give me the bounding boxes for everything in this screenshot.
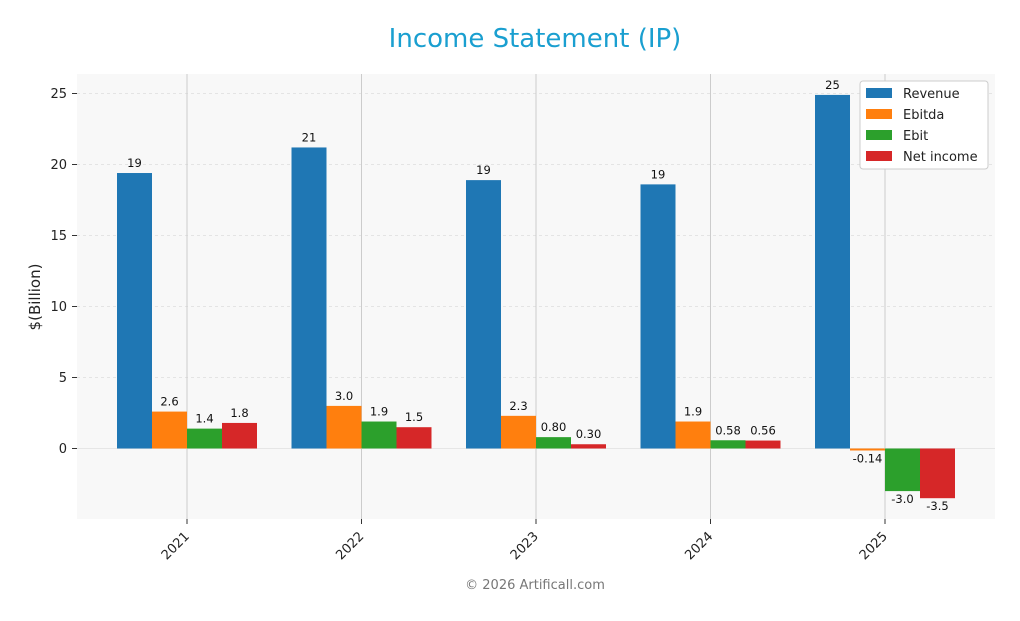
bar-value-label: 2.3: [509, 399, 527, 413]
bar: [675, 421, 711, 449]
legend-swatch: [866, 88, 892, 98]
x-tick-label: 2021: [159, 529, 193, 563]
bars-layer: [117, 94, 955, 499]
y-tick-label: 15: [50, 229, 67, 244]
y-tick-label: 10: [50, 300, 67, 315]
y-axis-label: $(Billion): [26, 264, 44, 331]
y-tick-label: 0: [59, 442, 67, 457]
bar-value-label: 19: [651, 167, 666, 181]
bar-value-label: 19: [127, 156, 142, 170]
legend-box: [859, 80, 989, 170]
bar: [640, 184, 676, 449]
bar-value-label: 0.30: [576, 427, 602, 441]
footer-copyright: © 2026 Artificall.com: [465, 578, 605, 593]
bar: [571, 444, 606, 449]
bar: [396, 427, 432, 449]
legend-entry: Ebitda: [903, 108, 944, 123]
bar-value-label: 3.0: [335, 389, 353, 403]
bar: [187, 428, 222, 449]
bar-value-label: -3.0: [891, 492, 913, 506]
bar: [885, 448, 920, 492]
bar: [326, 405, 362, 449]
bar: [536, 437, 571, 449]
bar: [152, 411, 187, 449]
bar-value-label: 0.58: [715, 423, 741, 437]
bar: [920, 448, 955, 499]
bar-value-label: 1.9: [684, 405, 702, 419]
legend-entry: Ebit: [903, 129, 928, 144]
bar: [466, 180, 501, 449]
legend-entry: Revenue: [903, 87, 960, 102]
bar-value-label: 19: [476, 163, 491, 177]
bar-value-label: 21: [302, 130, 317, 144]
bar-value-label: 1.9: [370, 405, 388, 419]
bar-value-label: 1.5: [405, 410, 423, 424]
legend-swatch: [866, 109, 892, 119]
chart-title: Income Statement (IP): [389, 24, 682, 54]
bar: [850, 448, 885, 451]
bar-value-label: 2.6: [160, 395, 178, 409]
legend-entry: Net income: [903, 150, 978, 165]
bar: [117, 173, 152, 449]
bar: [361, 421, 397, 449]
bar: [291, 147, 327, 449]
x-tick-label: 2024: [682, 529, 716, 563]
bar: [222, 422, 257, 449]
x-tick-label: 2022: [333, 529, 367, 563]
bar-value-label: 25: [825, 78, 840, 92]
bar-value-label: 1.4: [195, 412, 213, 426]
bar-value-label: 0.56: [750, 424, 776, 438]
bar-labels-layer: 19 21 19 19 25 2.6 3.0 2.3 1.9 -0.14 1.4 1.9 0.80 0.5…: [127, 78, 949, 513]
y-tick-label: 20: [50, 158, 67, 173]
x-tick-label: 2025: [857, 529, 891, 563]
y-tick-label: 5: [59, 371, 67, 386]
legend-swatch: [866, 151, 892, 161]
bar-value-label: -0.14: [853, 451, 883, 465]
legend: Revenue Ebitda Ebit Net income: [859, 80, 989, 170]
bar: [815, 94, 850, 449]
bar: [745, 440, 781, 449]
bar: [710, 440, 746, 449]
bar-value-label: -3.5: [926, 499, 948, 513]
bar: [501, 415, 536, 449]
x-tick-label: 2023: [508, 529, 542, 563]
bar-value-label: 0.80: [541, 420, 567, 434]
legend-swatch: [866, 130, 892, 140]
y-tick-label: 25: [50, 87, 67, 102]
bar-value-label: 1.8: [230, 406, 248, 420]
